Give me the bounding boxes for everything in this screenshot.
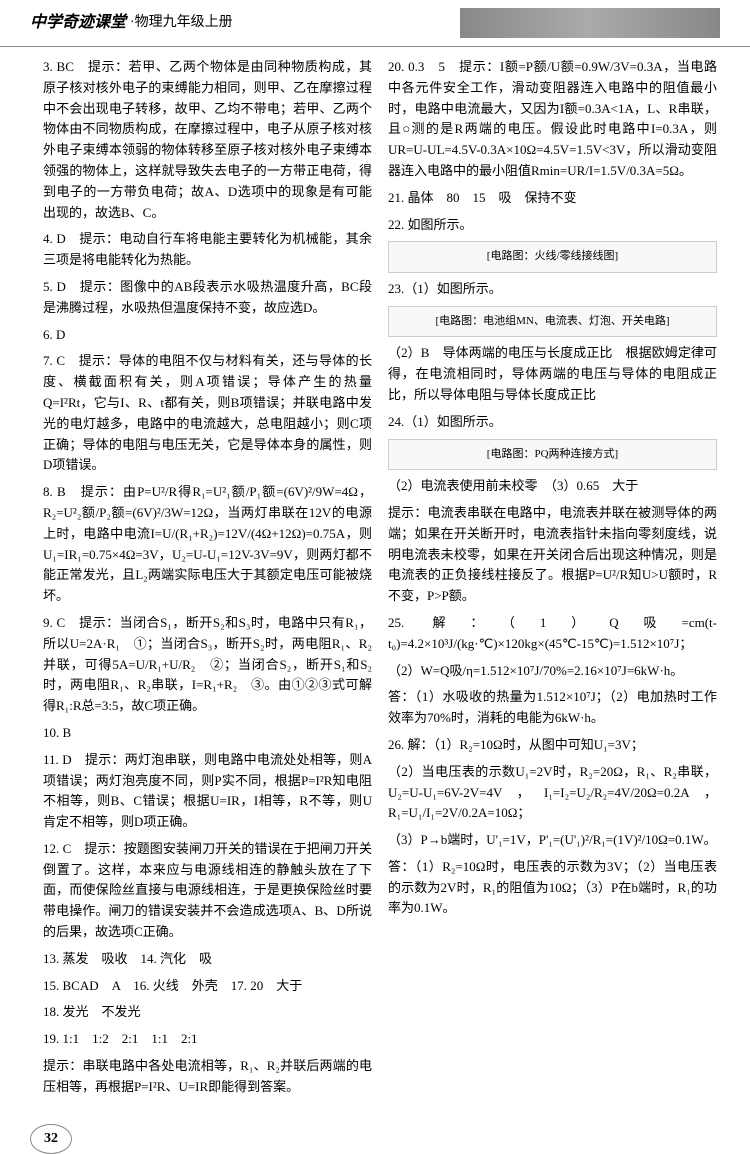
page-number: 32	[30, 1124, 72, 1154]
page-subtitle: ·物理九年级上册	[130, 12, 233, 34]
question-22: 22. 如图所示。	[388, 215, 717, 236]
diagram-22: [电路图：火线/零线接线图]	[388, 241, 717, 273]
question-19: 19. 1:1 1:2 2:1 1:1 2:1	[43, 1029, 372, 1050]
question-4: 4. D 提示：电动自行车将电能主要转化为机械能，其余三项是将电能转化为热能。	[43, 229, 372, 271]
question-21: 21. 晶体 80 15 吸 保持不变	[388, 188, 717, 209]
question-25: 25. 解：（1）Q吸=cm(t-t₀)=4.2×10³J/(kg·℃)×120…	[388, 613, 717, 655]
question-26-part3: （3）P→b端时，U'₁=1V，P'₁=(U'₁)²/R₁=(1V)²/10Ω=…	[388, 830, 717, 851]
question-11: 11. D 提示：两灯泡串联，则电路中电流处处相等，则A项错误；两灯泡亮度不同，…	[43, 750, 372, 833]
page-number-wrap: 32	[30, 1124, 750, 1154]
header-decoration	[460, 8, 720, 38]
question-26-part2: （2）当电压表的示数U₁=2V时，R₂=20Ω，R₁、R₂串联，U₂=U-U₁=…	[388, 762, 717, 824]
question-3: 3. BC 提示：若甲、乙两个物体是由同种物质构成，其原子核对核外电子的束缚能力…	[43, 57, 372, 223]
question-24-hint: 提示：电流表串联在电路中，电流表并联在被测导体的两端；如果在开关断开时，电流表指…	[388, 503, 717, 607]
right-column: 20. 0.3 5 提示：I额=P额/U额=0.9W/3V=0.3A，当电路中各…	[380, 57, 725, 1104]
question-23-part2: （2）B 导体两端的电压与长度成正比 根据欧姆定律可得，在电流相同时，导体两端的…	[388, 343, 717, 405]
question-25-answer: 答：（1）水吸收的热量为1.512×10⁷J；（2）电加热时工作效率为70%时，…	[388, 687, 717, 729]
question-12: 12. C 提示：按题图安装闸刀开关的错误在于把闸刀开关倒置了。这样，本来应与电…	[43, 839, 372, 943]
question-24: 24.（1）如图所示。	[388, 412, 717, 433]
question-25-part2: （2）W=Q吸/η=1.512×10⁷J/70%=2.16×10⁷J=6kW·h…	[388, 661, 717, 682]
question-8: 8. B 提示：由P=U²/R得R₁=U²₁额/P₁额=(6V)²/9W=4Ω，…	[43, 482, 372, 607]
diagram-23: [电路图：电池组MN、电流表、灯泡、开关电路]	[388, 306, 717, 338]
diagram-24: [电路图：PQ两种连接方式]	[388, 439, 717, 471]
question-18: 18. 发光 不发光	[43, 1002, 372, 1023]
question-20: 20. 0.3 5 提示：I额=P额/U额=0.9W/3V=0.3A，当电路中各…	[388, 57, 717, 182]
main-content: 3. BC 提示：若甲、乙两个物体是由同种物质构成，其原子核对核外电子的束缚能力…	[0, 47, 750, 1114]
question-9: 9. C 提示：当闭合S₁，断开S₂和S₃时，电路中只有R₁，所以U=2A·R₁…	[43, 613, 372, 717]
brand-title: 中学奇迹课堂	[30, 10, 126, 36]
question-24-part2: （2）电流表使用前未校零 （3）0.65 大于	[388, 476, 717, 497]
question-7: 7. C 提示：导体的电阻不仅与材料有关，还与导体的长度、横截面积有关，则A项错…	[43, 351, 372, 476]
question-15-17: 15. BCAD A 16. 火线 外壳 17. 20 大于	[43, 976, 372, 997]
question-13-14: 13. 蒸发 吸收 14. 汽化 吸	[43, 949, 372, 970]
question-23: 23.（1）如图所示。	[388, 279, 717, 300]
question-26-answer: 答：（1）R₂=10Ω时，电压表的示数为3V；（2）当电压表的示数为2V时，R₁…	[388, 857, 717, 919]
question-19-hint: 提示：串联电路中各处电流相等，R₁、R₂并联后两端的电压相等，再根据P=I²R、…	[43, 1056, 372, 1098]
page-header: 中学奇迹课堂 ·物理九年级上册	[0, 0, 750, 47]
question-5: 5. D 提示：图像中的AB段表示水吸热温度升高，BC段是沸腾过程，水吸热但温度…	[43, 277, 372, 319]
question-10: 10. B	[43, 723, 372, 744]
question-6: 6. D	[43, 325, 372, 346]
question-26: 26. 解：（1）R₂=10Ω时，从图中可知U₁=3V；	[388, 735, 717, 756]
left-column: 3. BC 提示：若甲、乙两个物体是由同种物质构成，其原子核对核外电子的束缚能力…	[35, 57, 380, 1104]
